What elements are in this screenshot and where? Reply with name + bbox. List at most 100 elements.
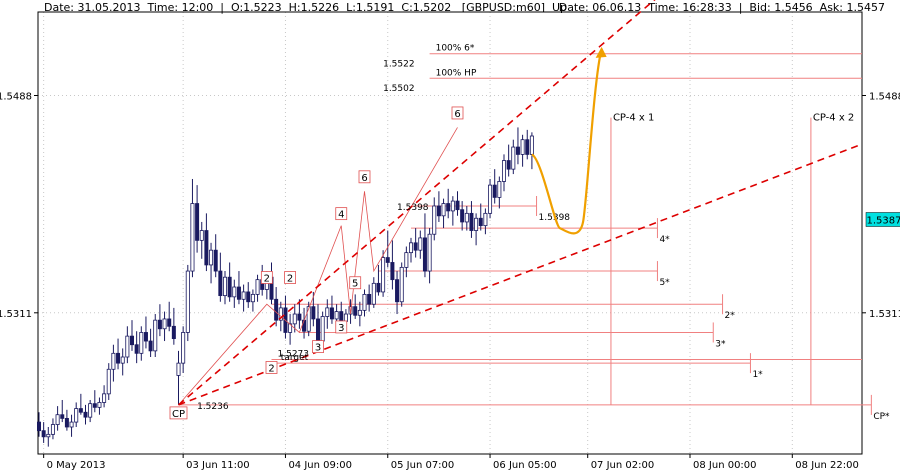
candle-body [139,332,144,354]
wave-label: CP [172,409,185,420]
candle-body [50,424,55,435]
wave-label: 6 [361,173,367,184]
current-price-label: 1.5387 [867,215,900,226]
trend-line [178,143,863,406]
candle-body [241,291,246,300]
candle-body [408,242,413,254]
wave-label: 3 [338,323,344,334]
candle-body [120,356,125,364]
candle-body [381,257,386,293]
wave-label-box [265,361,278,374]
candle-body [185,270,190,333]
candle-body [339,311,344,322]
level-label: CP* [873,412,890,422]
candle-body [162,318,167,330]
candle-body [492,184,497,198]
candle-body [395,279,400,303]
candle-body [497,181,502,198]
candle-body [446,203,451,212]
annotation-text: 1.5502 [383,84,415,94]
candle-body [432,205,437,235]
time-projection-label: CP-4 x 2 [813,113,854,124]
level-label: 100% HP [436,68,477,78]
annotation-text: target [281,353,309,363]
candle-body [195,203,200,241]
candle-body [329,307,334,320]
candle-body [325,307,330,317]
candle-body [511,146,516,170]
candle-body [60,414,65,419]
wave-label-box [260,271,273,284]
candle-body [106,368,111,395]
candle-body [213,249,218,272]
wave-label: 3 [315,343,321,354]
candle-body [102,393,107,403]
candle-body [129,335,134,346]
candle-body [157,319,162,330]
wave-label: 4 [338,210,344,221]
candle-body [250,293,255,303]
candle-body [222,276,227,297]
level-label: 1* [752,370,763,380]
candle-body [153,319,158,352]
x-tick-label: 08 Jun 00:00 [693,460,757,471]
symbol-info-header: Date: 31.05.2013 Time: 12:00 | O:1.5223 … [44,1,568,14]
x-tick-label: 04 Jun 09:00 [288,460,352,471]
wave-label: 6 [454,109,460,120]
candle-body [427,233,432,272]
candle-body [371,282,376,305]
y-tick-label-left: 1.5311 [0,309,32,320]
candle-body [469,212,474,231]
candle-body [525,139,530,155]
candle-body [190,203,195,272]
candle-body [320,316,325,342]
level-label: 100% 6* [436,44,475,54]
quote-info-header: Date: 06.06.13 Time: 16:28:33 | Bid: 1.5… [558,1,885,14]
candle-body [171,325,176,339]
candle-body [367,293,372,305]
candle-body [236,286,241,300]
level-label: 2* [725,311,736,321]
candle-body [246,291,251,303]
candle-body [232,286,237,298]
candle-body [297,313,302,321]
candle-body [390,262,395,281]
candle-body [418,237,423,251]
candle-body [441,203,446,217]
candle-body [343,313,348,322]
candle-body [116,352,121,364]
wave-label-box [169,406,188,420]
candle-body [167,318,172,327]
candle-body [399,266,404,303]
candle-body [88,403,93,418]
candle-body [292,313,297,325]
candle-body [474,217,479,231]
wave-label-box [358,170,371,184]
annotation-text: 1.5236 [197,402,229,412]
candle-body [422,237,427,272]
candle-body [55,414,60,425]
wave-label-box [335,320,348,334]
candle-body [302,319,307,332]
candle-body [218,270,223,297]
wave-label-box [284,271,297,284]
candle-body [311,306,316,320]
candle-body [204,230,209,266]
candle-body [529,135,534,155]
candle-body [404,252,409,268]
candle-body [199,230,204,241]
level-label: 5* [659,278,670,288]
wave-label-box [312,340,324,353]
candle-body [436,205,441,217]
candle-body [506,160,511,170]
level-label: 1.5273 [278,349,310,359]
candle-body [455,200,460,211]
candle-body [92,403,97,408]
candle-body [278,307,283,321]
candle-body [385,257,390,263]
wave-label: 2 [287,273,293,284]
candle-body [97,402,102,408]
candle-body [41,430,46,438]
